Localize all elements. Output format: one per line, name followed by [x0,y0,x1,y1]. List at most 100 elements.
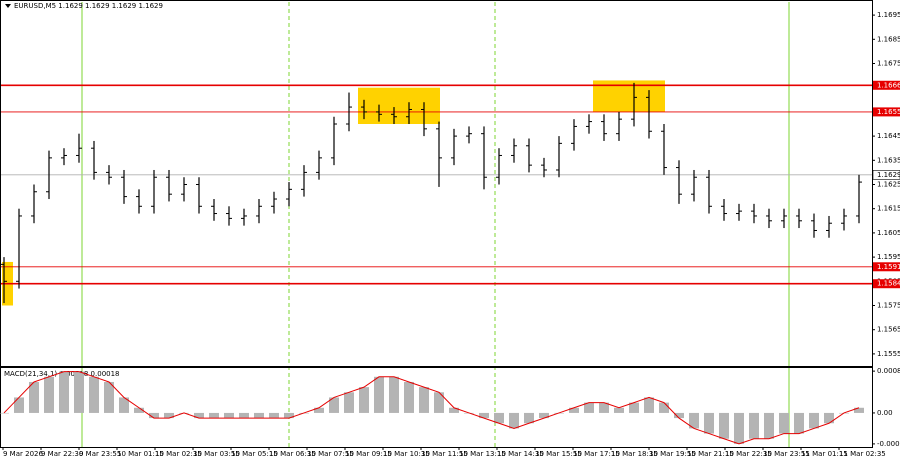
x-tick-label: 10 Mar 02:35 [155,450,202,458]
menu-icon[interactable] [5,4,11,8]
macd-bar [374,376,384,413]
x-tick-label: 10 Mar 22:35 [725,450,772,458]
macd-bar [239,412,249,419]
x-tick-label: 11 Mar 01:15 [801,450,848,458]
level-label: 1.1666 [877,81,900,89]
x-tick-label: 9 Mar 23:55 [79,450,121,458]
macd-bar [134,407,144,413]
level-label: 1.1591 [877,263,900,271]
macd-bar [494,412,504,424]
macd-bar [29,381,39,413]
macd-bar [824,412,834,424]
macd-bar [794,412,804,434]
macd-bar [749,412,759,439]
macd-bar [539,412,549,419]
macd-tick-label: 0.00 [877,409,893,417]
macd-bar [509,412,519,429]
y-tick-label: 1.1605 [877,229,900,237]
macd-bar [449,407,459,413]
x-tick-label: 10 Mar 01:15 [117,450,164,458]
x-tick-label: 10 Mar 23:55 [763,450,810,458]
y-tick-label: 1.1645 [877,132,900,140]
highlight-zone [358,87,440,124]
y-tick-label: 1.1565 [877,326,900,334]
level-label: 1.1584 [877,280,900,288]
level-box [873,80,900,90]
y-tick-label: 1.1635 [877,156,900,164]
macd-bar [569,407,579,413]
macd-bar [389,376,399,413]
macd-bar [704,412,714,434]
macd-bar [14,397,24,413]
macd-frame [0,367,873,448]
macd-bar [779,412,789,434]
y-tick-label: 1.1625 [877,181,900,189]
macd-bar [719,412,729,439]
macd-bar [599,402,609,413]
x-tick-label: 10 Mar 19:55 [649,450,696,458]
macd-bar [44,376,54,413]
macd-bar [689,412,699,429]
macd-bar [149,412,159,419]
macd-bar [614,407,624,413]
x-tick-label: 10 Mar 18:35 [611,450,658,458]
y-tick-label: 1.1615 [877,205,900,213]
y-tick-label: 1.1675 [877,60,900,68]
macd-tick-label: 0.00081 [877,367,900,375]
macd-bar [419,387,429,413]
macd-bar [329,397,339,413]
x-tick-label: 10 Mar 17:15 [573,450,620,458]
macd-bar [854,407,864,413]
macd-bar [59,371,69,413]
macd-bar [224,412,234,419]
y-tick-label: 1.1575 [877,302,900,310]
x-tick-label: 10 Mar 10:35 [383,450,430,458]
macd-bar [74,371,84,413]
x-tick-label: 10 Mar 15:55 [535,450,582,458]
macd-bar [269,412,279,419]
macd-bar [89,376,99,413]
macd-tick-label: -0.0006 [877,440,900,448]
price-frame [0,0,873,367]
plot [1,82,872,304]
macd-bar [344,392,354,413]
macd-bar [119,397,129,413]
x-tick-label: 11 Mar 02:35 [839,450,886,458]
macd-bar [359,387,369,413]
macd-bar [314,407,324,413]
x-tick-label: 10 Mar 21:15 [687,450,734,458]
x-tick-label: 10 Mar 07:55 [307,450,354,458]
y-tick-label: 1.1695 [877,11,900,19]
level-label: 1.1655 [877,108,900,116]
x-tick-label: 9 Mar 22:30 [41,450,83,458]
y-tick-label: 1.1685 [877,35,900,43]
macd-bar [524,412,534,424]
macd-bar [209,412,219,419]
macd-bar [479,412,489,419]
macd-bar [809,412,819,429]
macd-bar [764,412,774,439]
level-box [873,107,900,117]
macd-bar [674,412,684,419]
macd-bar [584,402,594,413]
macd-bar [659,402,669,413]
macd-bar [254,412,264,419]
x-tick-label: 9 Mar 2026 [3,450,43,458]
macd-bar [0,412,9,414]
macd-bar [629,402,639,413]
x-tick-label: 10 Mar 03:55 [193,450,240,458]
x-tick-label: 10 Mar 09:15 [345,450,392,458]
chart-title: EURUSD,M5 1.1629 1.1629 1.1629 1.1629 [14,2,163,10]
x-tick-label: 10 Mar 13:15 [459,450,506,458]
macd-bar [404,381,414,413]
macd-signal-line [3,371,860,445]
x-tick-label: 10 Mar 05:15 [231,450,278,458]
current-price-label: 1.1629 [877,171,900,179]
macd-bar [644,397,654,413]
level-box [873,279,900,289]
x-tick-label: 10 Mar 11:55 [421,450,468,458]
current-price-box [872,170,900,180]
macd-bar [284,412,294,419]
